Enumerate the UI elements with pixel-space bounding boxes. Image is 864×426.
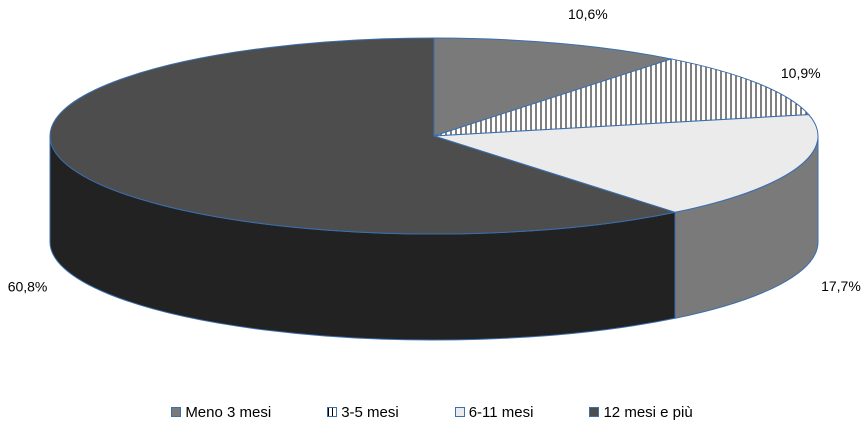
pie-slice-12-mesi-e-pi xyxy=(49,37,678,235)
data-label-3-5-mesi: 10,9% xyxy=(781,65,821,81)
legend-item-12-mesi-e-piu: 12 mesi e più xyxy=(589,400,693,424)
legend-swatch-6-11-mesi xyxy=(454,407,465,417)
pie-chart: 10,6% 10,9% 17,7% 60,8% xyxy=(8,6,861,341)
legend-label: 12 mesi e più xyxy=(603,403,693,421)
legend-label: Meno 3 mesi xyxy=(185,403,272,421)
legend-swatch-meno-3-mesi xyxy=(171,407,182,417)
legend-swatch-12-mesi-e-piu xyxy=(589,407,600,417)
legend-item-meno-3-mesi: Meno 3 mesi xyxy=(171,400,271,424)
pie-slice-6-11-mesi xyxy=(433,114,819,213)
legend: Meno 3 mesi 3-5 mesi 6-11 mesi 12 mesi e… xyxy=(0,400,864,424)
legend-item-6-11-mesi: 6-11 mesi xyxy=(454,400,534,424)
pie-labels: 10,6% 10,9% 17,7% 60,8% xyxy=(8,6,861,294)
legend-label: 3-5 mesi xyxy=(341,403,399,421)
pie-sides xyxy=(49,135,819,341)
data-label-12-mesi-e-pi: 60,8% xyxy=(8,278,48,294)
pie-slice-3-5-mesi xyxy=(433,58,810,137)
data-label-meno-3-mesi: 10,6% xyxy=(568,6,608,22)
pie-slice-meno-3-mesi xyxy=(433,37,674,137)
legend-label: 6-11 mesi xyxy=(468,403,534,421)
legend-swatch-3-5-mesi xyxy=(327,407,338,417)
legend-item-3-5-mesi: 3-5 mesi xyxy=(327,400,399,424)
data-label-6-11-mesi: 17,7% xyxy=(821,278,861,294)
pie-tops xyxy=(49,37,819,235)
